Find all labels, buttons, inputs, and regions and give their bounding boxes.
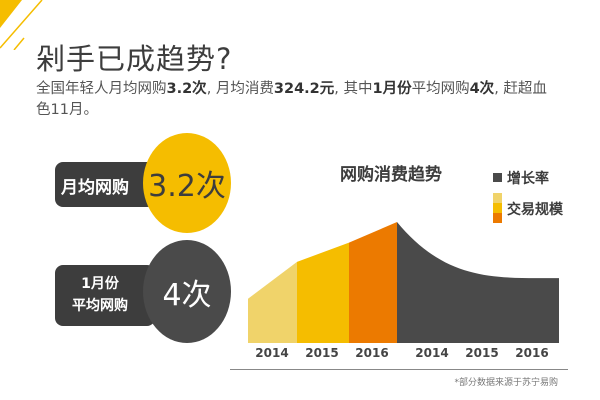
stat-label: 月均网购 bbox=[61, 178, 129, 198]
x-tick-label: 2016 bbox=[355, 346, 389, 360]
stat-value-circle: 4次 bbox=[143, 240, 231, 343]
volume-area-2014 bbox=[248, 261, 297, 343]
stat-label-pill: 1月份 平均网购 bbox=[55, 265, 155, 326]
legend-swatch-growth bbox=[493, 173, 502, 182]
subtitle-text: , 其中 bbox=[334, 81, 373, 97]
stat-label-pill: 月均网购 bbox=[55, 162, 155, 207]
stat-label: 1月份 bbox=[81, 276, 119, 292]
subtitle: 全国年轻人月均网购3.2次, 月均消费324.2元, 其中1月份平均网购4次, … bbox=[36, 79, 556, 121]
subtitle-highlight: 324.2元 bbox=[273, 81, 335, 97]
page-title: 剁手已成趋势? bbox=[36, 42, 233, 76]
x-tick-label: 2014 bbox=[415, 346, 449, 360]
growth-area bbox=[397, 222, 559, 343]
subtitle-highlight: 4次 bbox=[469, 81, 495, 97]
subtitle-text: 平均网购 bbox=[411, 81, 470, 97]
x-tick-label: 2016 bbox=[515, 346, 549, 360]
volume-area-2016 bbox=[349, 222, 397, 343]
volume-area-2015 bbox=[297, 242, 349, 343]
subtitle-text: , 赶超血色11月。 bbox=[36, 81, 547, 118]
subtitle-text: , 月均消费 bbox=[206, 81, 274, 97]
stat-value: 3.2次 bbox=[148, 169, 226, 204]
corner-decoration bbox=[0, 0, 43, 50]
x-tick-label: 2015 bbox=[305, 346, 339, 360]
stat-label: 平均网购 bbox=[72, 298, 128, 314]
stat-value: 4次 bbox=[162, 277, 212, 313]
divider bbox=[230, 369, 568, 370]
legend-label: 增长率 bbox=[507, 171, 549, 187]
subtitle-highlight: 1月份 bbox=[372, 81, 412, 97]
stat-value-circle: 3.2次 bbox=[143, 133, 231, 233]
x-tick-label: 2014 bbox=[255, 346, 289, 360]
legend-swatch-volume bbox=[493, 193, 502, 223]
source-note: *部分数据来源于苏宁易购 bbox=[454, 378, 558, 388]
chart-title: 网购消费趋势 bbox=[340, 165, 442, 185]
legend-label: 交易规模 bbox=[507, 202, 563, 218]
subtitle-text: 全国年轻人月均网购 bbox=[36, 81, 167, 97]
x-tick-label: 2015 bbox=[465, 346, 499, 360]
subtitle-highlight: 3.2次 bbox=[166, 81, 207, 97]
